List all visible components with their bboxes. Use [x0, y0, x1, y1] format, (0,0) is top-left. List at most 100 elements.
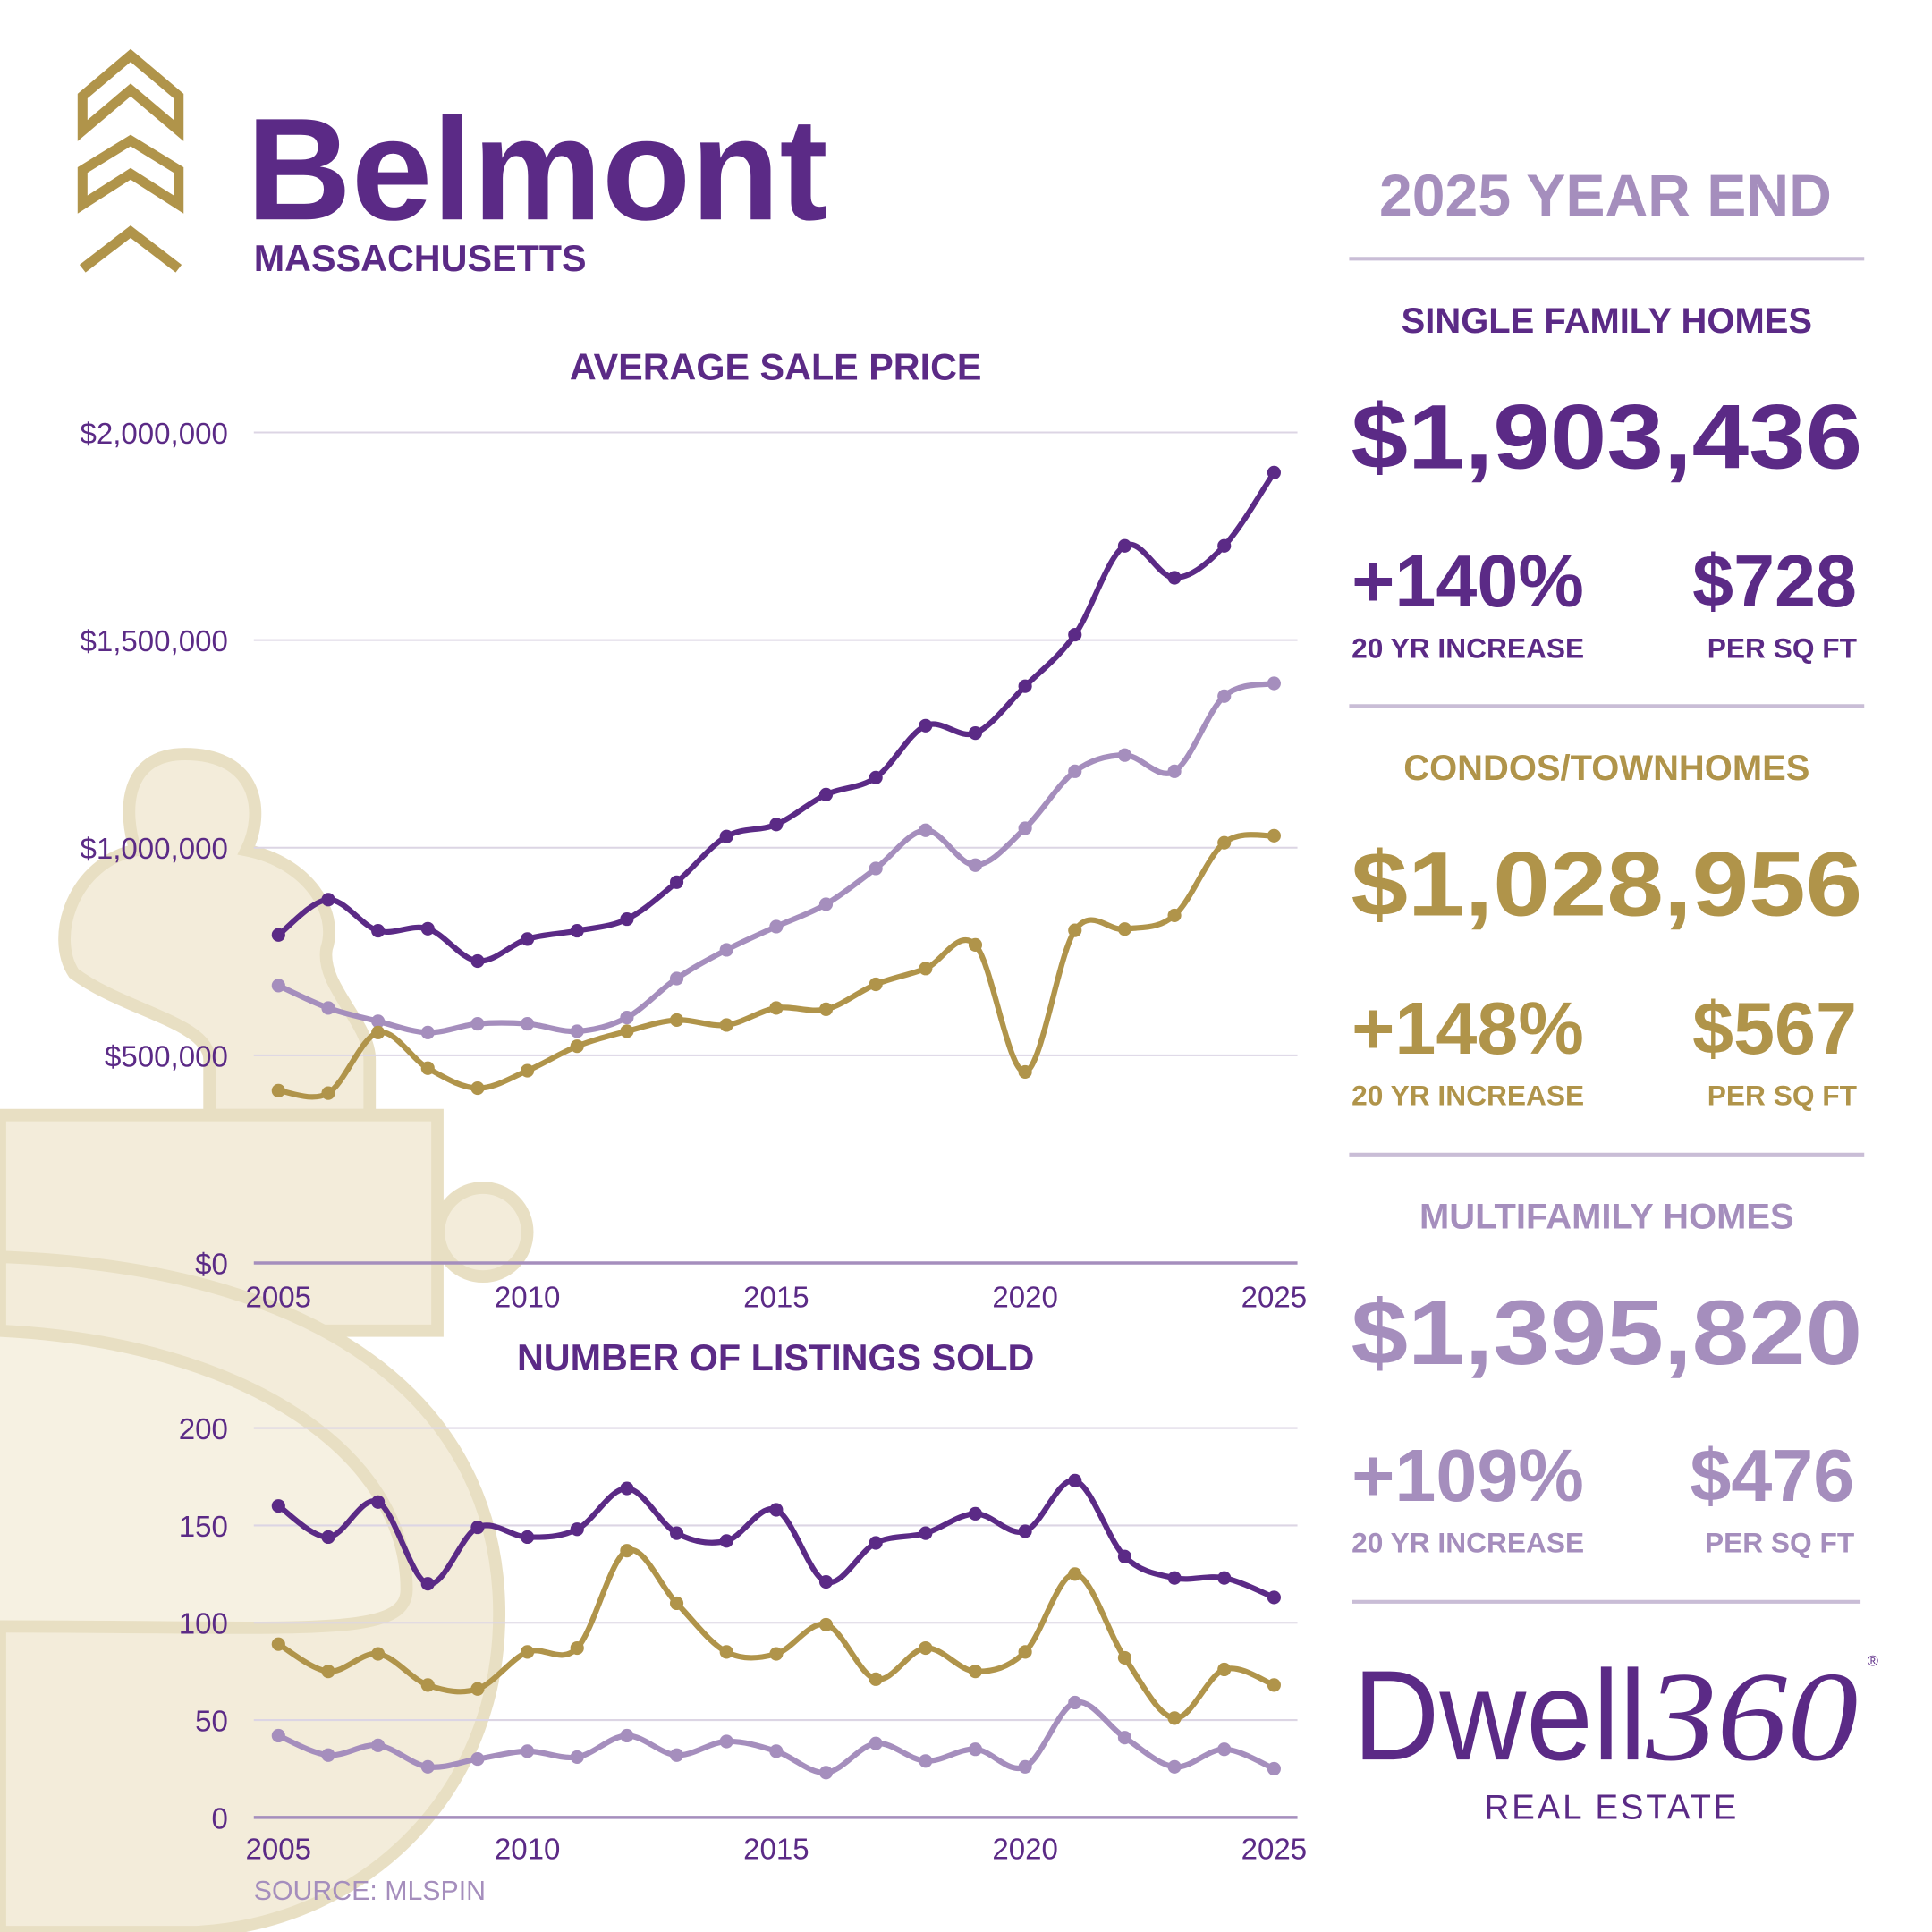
- series-line: [275, 1699, 1277, 1775]
- data-point: [818, 1574, 834, 1589]
- chart-title: AVERAGE SALE PRICE: [570, 346, 982, 387]
- data-point: [869, 977, 883, 992]
- data-point: [1167, 1571, 1182, 1585]
- brand-logo: Dwell360: [1353, 1644, 1859, 1787]
- increase-label: 20 YR INCREASE: [1352, 1080, 1584, 1112]
- increase-label: 20 YR INCREASE: [1352, 632, 1584, 665]
- data-point: [1117, 1650, 1132, 1665]
- data-point: [470, 1080, 485, 1096]
- y-tick-label: $1,500,000: [80, 625, 227, 658]
- data-point: [669, 1013, 684, 1027]
- data-point: [371, 1738, 386, 1752]
- data-point: [1117, 1731, 1132, 1745]
- data-point: [570, 1039, 584, 1054]
- data-point: [719, 1645, 733, 1659]
- data-point: [521, 1530, 535, 1545]
- data-point: [321, 893, 335, 907]
- section-price: $1,395,820: [1351, 1282, 1862, 1384]
- x-tick-label: 2010: [495, 1834, 561, 1867]
- per-sqft-label: PER SQ FT: [1705, 1527, 1854, 1559]
- data-point: [1217, 689, 1232, 703]
- y-tick-label: 50: [195, 1705, 228, 1738]
- data-point: [1018, 1645, 1032, 1659]
- data-point: [1267, 828, 1281, 843]
- chart-title: NUMBER OF LISTINGS SOLD: [517, 1337, 1034, 1378]
- data-point: [919, 823, 933, 837]
- data-point: [1267, 1678, 1281, 1692]
- data-point: [968, 858, 983, 872]
- data-point: [1167, 764, 1182, 778]
- data-point: [1217, 1571, 1232, 1585]
- per-sqft-label: PER SQ FT: [1707, 632, 1857, 665]
- data-point: [570, 924, 584, 938]
- data-point: [719, 1018, 733, 1032]
- x-tick-label: 2005: [246, 1282, 312, 1315]
- data-point: [719, 829, 733, 843]
- data-point: [521, 1017, 535, 1031]
- data-point: [620, 912, 634, 927]
- data-point: [420, 1025, 435, 1039]
- x-tick-label: 2020: [992, 1834, 1058, 1867]
- charts: AVERAGE SALE PRICE $0 $500,000 $1,000,000 $1…: [80, 346, 1307, 1866]
- data-point: [570, 1522, 584, 1537]
- data-point: [769, 1744, 784, 1758]
- data-point: [570, 1640, 584, 1656]
- data-point: [1217, 835, 1232, 850]
- increase: +140%: [1352, 539, 1584, 623]
- data-point: [1217, 538, 1232, 553]
- data-point: [669, 1748, 684, 1762]
- data-point: [1068, 764, 1082, 778]
- data-point: [1117, 922, 1132, 936]
- brand-mark: ®: [1868, 1652, 1878, 1669]
- data-point: [818, 1766, 834, 1780]
- data-point: [1117, 1549, 1132, 1563]
- data-point: [321, 1001, 335, 1015]
- data-point: [321, 1086, 335, 1100]
- data-point: [1068, 1695, 1082, 1710]
- knocker-decoration: [0, 748, 534, 1932]
- section-heading: SINGLE FAMILY HOMES: [1402, 301, 1812, 341]
- data-point: [1267, 676, 1281, 691]
- data-point: [968, 726, 983, 741]
- data-point: [919, 1754, 933, 1768]
- source-note: SOURCE: MLSPIN: [254, 1877, 486, 1906]
- data-point: [919, 962, 933, 976]
- per-sqft: $476: [1690, 1434, 1854, 1517]
- data-point: [1167, 571, 1182, 585]
- increase: +109%: [1352, 1434, 1584, 1517]
- data-point: [470, 1017, 485, 1031]
- data-point: [769, 1503, 784, 1517]
- summary-title: 2025 YEAR END: [1379, 163, 1832, 229]
- x-tick-label: 2025: [1241, 1282, 1308, 1315]
- data-point: [1068, 923, 1082, 937]
- data-point: [869, 1736, 883, 1750]
- data-point: [371, 1495, 386, 1509]
- data-point: [420, 921, 435, 936]
- data-point: [470, 1752, 485, 1767]
- data-point: [521, 932, 535, 946]
- data-point: [620, 1544, 634, 1558]
- data-point: [1217, 1742, 1232, 1757]
- data-point: [521, 1063, 535, 1078]
- data-point: [420, 1759, 435, 1774]
- data-point: [371, 924, 386, 938]
- data-point: [1068, 1473, 1082, 1487]
- section-price: $1,903,436: [1351, 386, 1862, 487]
- data-point: [321, 1748, 335, 1762]
- data-point: [271, 1083, 285, 1097]
- data-point: [1018, 1759, 1032, 1774]
- data-point: [371, 1025, 386, 1039]
- y-tick-label: $500,000: [105, 1040, 228, 1073]
- data-point: [1018, 821, 1032, 835]
- data-point: [570, 1024, 584, 1038]
- increase: +148%: [1352, 987, 1584, 1070]
- data-point: [818, 1617, 834, 1631]
- y-tick-label: $0: [195, 1248, 228, 1281]
- brand-number: 360: [1645, 1645, 1858, 1787]
- data-point: [371, 1014, 386, 1029]
- data-point: [968, 1742, 983, 1757]
- data-point: [769, 1647, 784, 1661]
- y-tick-label: 200: [179, 1413, 228, 1446]
- per-sqft: $728: [1692, 539, 1857, 623]
